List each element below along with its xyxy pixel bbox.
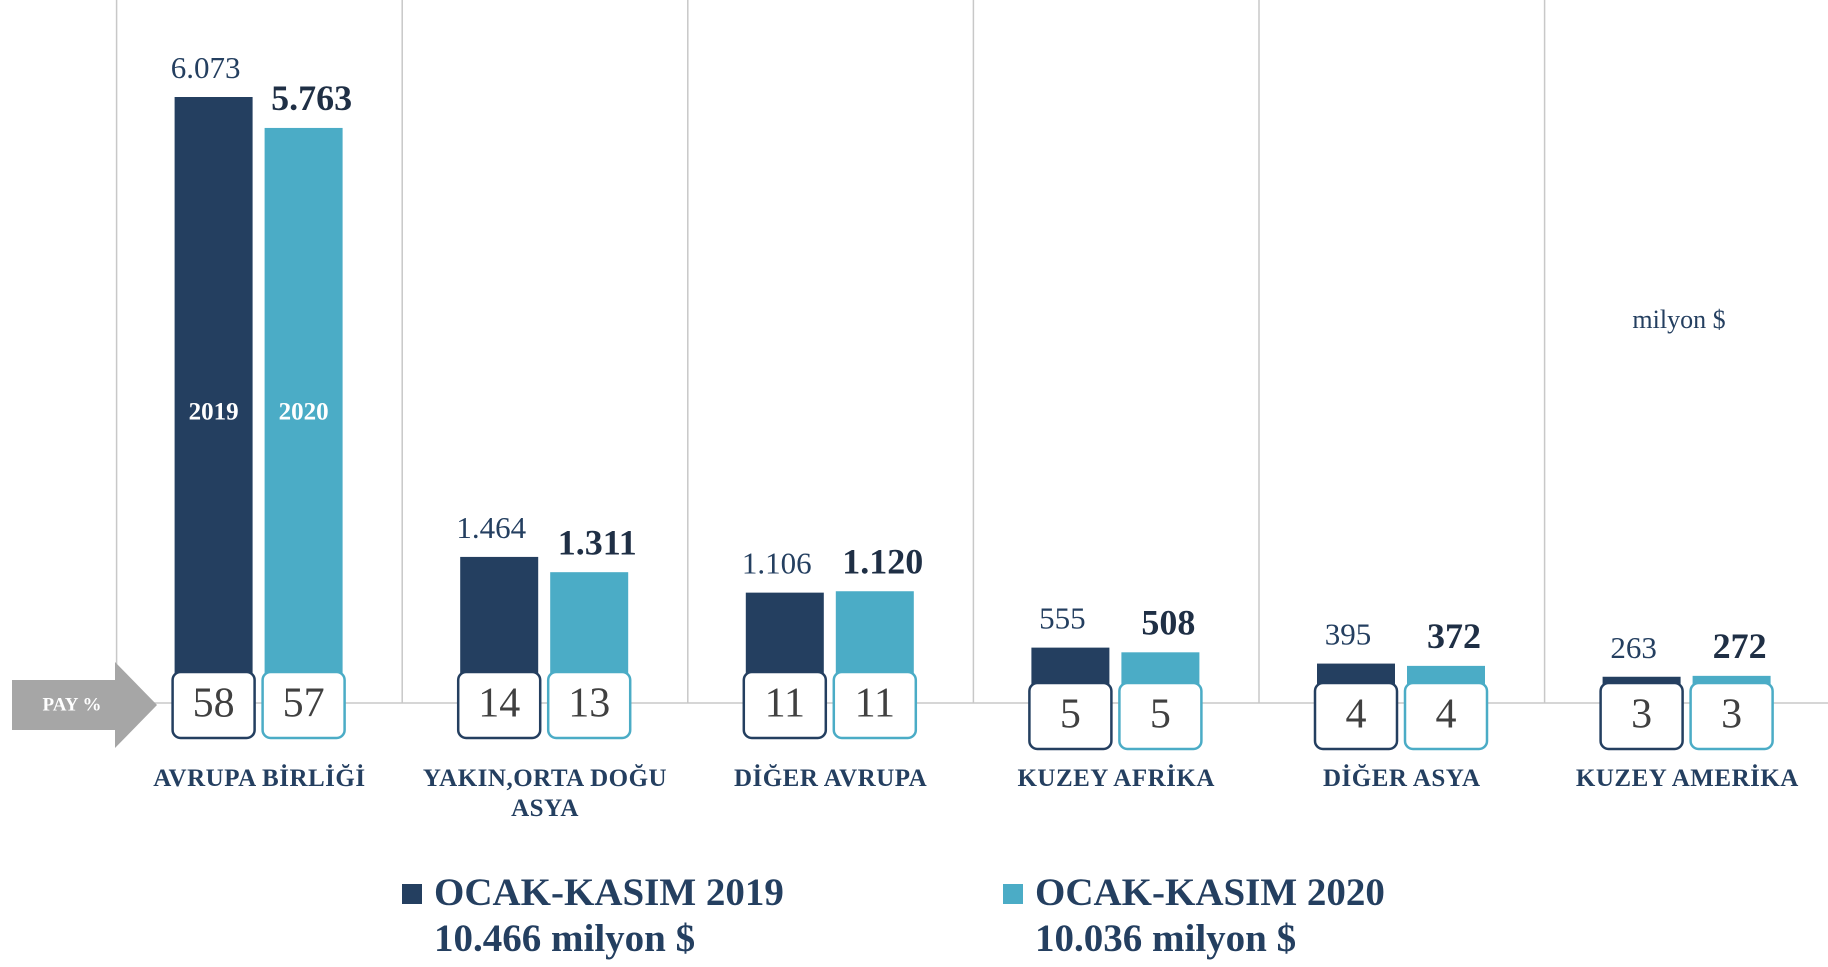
share-value: 5 (1150, 692, 1171, 738)
share-box (1313, 681, 1399, 751)
share-box (832, 670, 918, 740)
value-label: 263 (1610, 630, 1657, 665)
bar (264, 127, 343, 703)
share-value: 3 (1631, 692, 1652, 738)
value-label: 5.763 (271, 78, 352, 118)
value-label: 508 (1141, 603, 1195, 643)
share-box (1689, 681, 1774, 751)
share-box (1028, 681, 1113, 751)
share-value: 13 (568, 681, 610, 727)
legend-total: 10.036 milyon $ (1035, 917, 1296, 960)
legend-swatch (1003, 884, 1023, 904)
bar-inner-label: 2019 (189, 399, 239, 426)
share-label: PAY % (43, 694, 102, 715)
share-box (261, 670, 346, 740)
bar-inner-label: 2020 (279, 399, 329, 426)
category-label: KUZEY AFRİKA (1017, 765, 1215, 792)
value-label: 1.106 (742, 546, 812, 581)
legend-total: 10.466 milyon $ (434, 917, 695, 960)
share-box (456, 670, 542, 740)
bar (174, 97, 253, 703)
share-box (546, 670, 632, 740)
value-label: 395 (1325, 617, 1372, 652)
legend-label: OCAK-KASIM 2019 (434, 871, 784, 914)
value-label: 1.464 (456, 510, 526, 545)
share-box (1403, 681, 1489, 751)
share-value: 4 (1346, 692, 1367, 738)
category-label: KUZEY AMERİKA (1575, 765, 1799, 792)
category-label: AVRUPA BİRLİĞİ (153, 765, 366, 792)
share-box (742, 670, 828, 740)
value-label: 372 (1427, 616, 1481, 656)
share-value: 14 (478, 681, 520, 727)
share-box (171, 670, 256, 740)
value-label: 6.073 (171, 50, 241, 85)
share-value: 3 (1721, 692, 1742, 738)
share-value: 5 (1060, 692, 1081, 738)
value-label: 1.120 (842, 542, 923, 582)
unit-note: milyon $ (1632, 305, 1725, 334)
legend-swatch (402, 884, 422, 904)
share-value: 4 (1436, 692, 1457, 738)
share-value: 11 (855, 681, 895, 727)
share-box (1599, 681, 1684, 751)
share-value: 57 (283, 681, 325, 727)
value-label: 555 (1039, 601, 1086, 636)
share-value: 11 (765, 681, 805, 727)
share-box (1118, 681, 1203, 751)
value-label: 1.311 (558, 522, 637, 562)
share-arrow (12, 662, 157, 748)
legend-label: OCAK-KASIM 2020 (1035, 871, 1385, 914)
value-label: 272 (1713, 626, 1767, 666)
share-value: 58 (193, 681, 235, 727)
category-label: DİĞER ASYA (1322, 765, 1481, 792)
category-label: DİĞER AVRUPA (733, 765, 928, 792)
category-label: YAKIN,ORTA DOĞU ASYA (422, 765, 668, 822)
